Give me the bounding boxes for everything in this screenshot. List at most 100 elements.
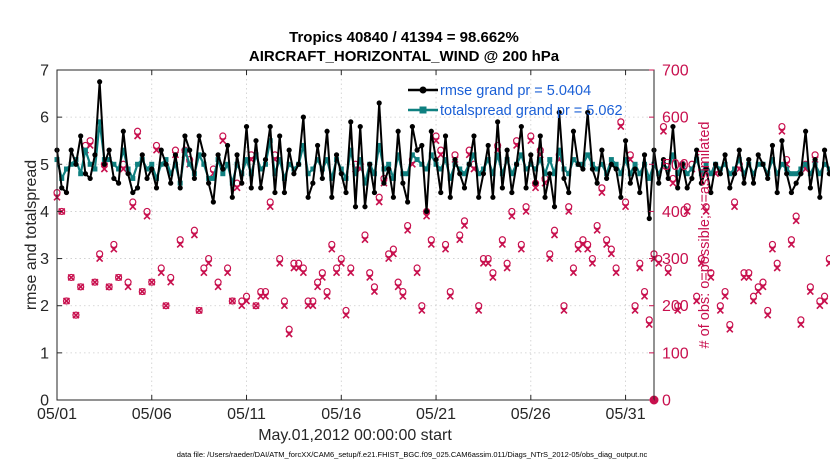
totalspread-point bbox=[717, 166, 723, 172]
rmse-point bbox=[371, 189, 378, 196]
totalspread-point bbox=[149, 161, 155, 167]
obs-possible-marker bbox=[389, 245, 398, 253]
obs-assimilated-marker bbox=[659, 127, 668, 135]
rmse-point bbox=[324, 128, 330, 134]
obs-possible-marker bbox=[62, 297, 71, 305]
totalspread-point bbox=[154, 175, 159, 181]
obs-possible-marker bbox=[124, 278, 132, 286]
rmse-point bbox=[82, 171, 89, 177]
totalspread-point bbox=[357, 157, 363, 163]
obs-assimilated-stroke bbox=[622, 203, 630, 211]
legend-rmse-marker bbox=[419, 86, 427, 94]
obs-possible-marker bbox=[86, 137, 94, 145]
obs-assimilated-stroke bbox=[285, 330, 293, 338]
rmse-point bbox=[78, 133, 84, 139]
obs-possible-marker bbox=[266, 198, 274, 206]
obs-assimilated-marker bbox=[91, 278, 99, 286]
obs-possible-marker bbox=[385, 250, 393, 258]
rmse-point bbox=[675, 185, 681, 191]
obs-possible-marker bbox=[697, 254, 705, 263]
obs-assimilated-marker bbox=[697, 259, 705, 267]
obs-assimilated-stroke bbox=[640, 292, 649, 300]
obs-possible-marker bbox=[759, 278, 767, 286]
obs-assimilated-stroke bbox=[693, 297, 701, 305]
totalspread-point bbox=[694, 157, 700, 163]
rmse-point bbox=[120, 128, 126, 134]
obs-assimilated-stroke bbox=[342, 311, 350, 319]
obs-assimilated-stroke bbox=[62, 297, 71, 305]
obs-assimilated-marker bbox=[522, 207, 530, 215]
totalspread-point bbox=[424, 166, 430, 172]
rmse-point bbox=[670, 123, 676, 130]
rmse-point bbox=[712, 161, 719, 167]
rmse-point bbox=[144, 175, 150, 182]
obs-assimilated-marker bbox=[347, 269, 355, 277]
rmse-point bbox=[106, 147, 112, 153]
rmse-point bbox=[803, 128, 809, 134]
obs-assimilated-marker bbox=[707, 273, 715, 281]
obs-assimilated-marker bbox=[148, 278, 156, 286]
obs-assimilated-stroke bbox=[759, 283, 767, 291]
obs-assimilated-stroke bbox=[394, 283, 402, 291]
totalspread-point bbox=[613, 161, 619, 167]
totalspread-point bbox=[476, 171, 482, 177]
obs-assimilated-stroke bbox=[683, 207, 691, 215]
obs-possible-marker bbox=[655, 254, 663, 263]
obs-assimilated-stroke bbox=[726, 325, 734, 333]
obs-assimilated-marker bbox=[96, 255, 104, 263]
totalspread-point bbox=[409, 152, 415, 158]
obs-possible-marker bbox=[584, 240, 592, 249]
totalspread-point bbox=[499, 171, 505, 177]
y-right-tick-label: 400 bbox=[662, 204, 689, 221]
obs-assimilated-stroke bbox=[546, 255, 554, 263]
rmse-point bbox=[608, 161, 614, 167]
rmse-point bbox=[206, 180, 212, 186]
rmse-point bbox=[689, 175, 695, 182]
obs-assimilated-marker bbox=[584, 245, 592, 253]
obs-possible-marker bbox=[105, 283, 113, 291]
obs-assimilated-marker bbox=[332, 269, 341, 277]
obs-possible-marker bbox=[347, 264, 355, 272]
totalspread-point bbox=[92, 166, 98, 172]
obs-assimilated-stroke bbox=[773, 264, 781, 272]
obs-assimilated-marker bbox=[280, 302, 288, 310]
totalspread-point bbox=[803, 161, 809, 167]
totalspread-point bbox=[623, 157, 629, 163]
rmse-point bbox=[760, 161, 766, 167]
totalspread-point bbox=[656, 171, 662, 177]
obs-possible-marker bbox=[257, 287, 265, 296]
obs-assimilated-marker bbox=[318, 273, 326, 281]
obs-assimilated-stroke bbox=[124, 283, 132, 291]
obs-assimilated-stroke bbox=[702, 207, 710, 215]
obs-possible-marker bbox=[228, 297, 236, 305]
obs-assimilated-stroke bbox=[347, 269, 355, 277]
obs-assimilated-marker bbox=[569, 269, 578, 277]
rmse-point bbox=[329, 194, 335, 200]
rmse-point bbox=[419, 142, 425, 149]
totalspread-point bbox=[542, 171, 548, 177]
totalspread-point bbox=[457, 166, 463, 172]
obs-possible-marker bbox=[148, 278, 156, 286]
obs-possible-marker bbox=[721, 287, 729, 296]
totalspread-point bbox=[376, 142, 382, 148]
obs-assimilated-stroke bbox=[550, 231, 559, 239]
totalspread-point bbox=[300, 142, 306, 148]
rmse-point bbox=[262, 156, 269, 163]
obs-assimilated-marker bbox=[242, 297, 251, 305]
totalspread-point bbox=[438, 166, 444, 172]
obs-assimilated-marker bbox=[821, 297, 829, 305]
rmse-point bbox=[414, 147, 420, 153]
rmse-point bbox=[717, 171, 723, 177]
rmse-point bbox=[182, 133, 188, 139]
totalspread-point bbox=[443, 157, 449, 163]
obs-assimilated-stroke bbox=[612, 269, 620, 277]
obs-assimilated-stroke bbox=[224, 269, 232, 277]
obs-assimilated-marker bbox=[787, 240, 795, 248]
totalspread-point bbox=[670, 152, 676, 158]
totalspread-point bbox=[348, 147, 354, 153]
obs-possible-marker bbox=[475, 302, 483, 310]
obs-assimilated-stroke bbox=[636, 264, 644, 272]
obs-assimilated-marker bbox=[119, 165, 127, 173]
obs-possible-marker bbox=[72, 311, 80, 319]
totalspread-point bbox=[485, 157, 491, 163]
